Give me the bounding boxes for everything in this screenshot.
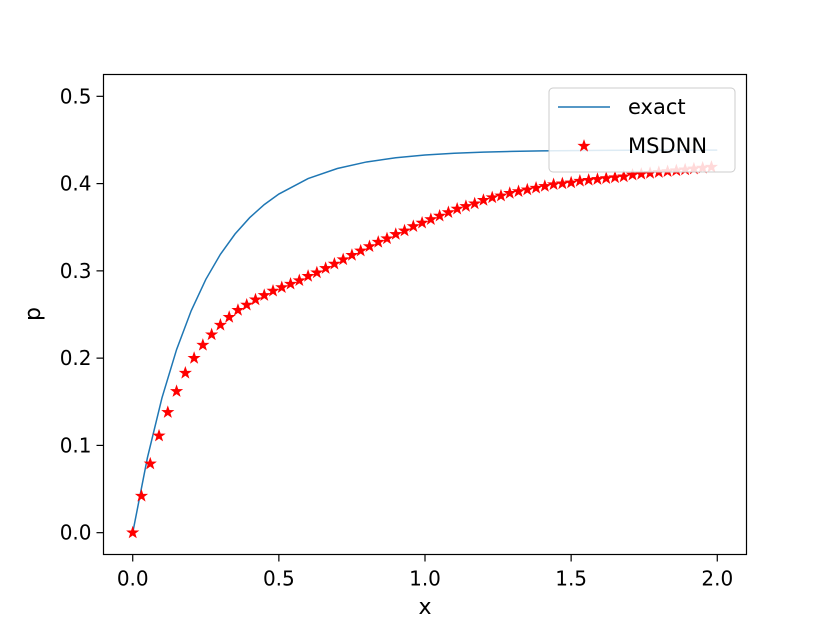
msdnn-point <box>538 179 552 192</box>
msdnn-point <box>424 212 438 225</box>
msdnn-point <box>213 318 227 331</box>
msdnn-point <box>468 196 482 210</box>
msdnn-point <box>222 310 236 323</box>
msdnn-point <box>590 172 605 185</box>
legend-label-msdnn: MSDNN <box>628 134 707 158</box>
legend: exact MSDNN <box>548 87 736 173</box>
msdnn-point <box>441 205 455 218</box>
msdnn-point <box>380 231 394 245</box>
msdnn-point <box>406 219 420 232</box>
msdnn-point <box>248 292 263 306</box>
msdnn-point <box>319 261 333 274</box>
msdnn-point <box>485 190 499 204</box>
msdnn-point <box>152 428 166 442</box>
msdnn-point <box>599 171 613 184</box>
msdnn-point <box>169 384 184 397</box>
msdnn-point <box>187 351 201 364</box>
msdnn-point <box>503 186 517 199</box>
x-tick-label: 1.0 <box>409 567 441 591</box>
msdnn-point <box>310 265 324 279</box>
legend-marker-msdnn <box>577 139 591 152</box>
msdnn-point <box>196 338 210 351</box>
msdnn-point <box>529 181 543 194</box>
y-tick-label: 0.4 <box>60 172 92 196</box>
msdnn-point <box>327 256 341 270</box>
msdnn-point <box>345 248 359 261</box>
msdnn-point <box>266 284 280 297</box>
msdnn-point <box>582 173 596 186</box>
msdnn-point <box>292 273 306 287</box>
msdnn-point <box>257 288 271 301</box>
x-tick-label: 1.5 <box>555 567 587 591</box>
msdnn-point <box>354 243 368 257</box>
y-tick-label: 0.3 <box>60 259 92 283</box>
x-tick-label: 0.5 <box>263 567 295 591</box>
msdnn-point <box>433 208 447 222</box>
msdnn-point <box>371 235 385 248</box>
legend-star <box>577 139 591 152</box>
msdnn-point <box>283 277 298 290</box>
y-tick-label: 0.5 <box>60 84 92 108</box>
msdnn-point <box>547 177 561 191</box>
msdnn-point <box>476 193 491 206</box>
msdnn-point <box>231 303 245 316</box>
x-axis-label: x <box>418 595 431 620</box>
y-tick-label: 0.0 <box>60 521 92 545</box>
msdnn-point <box>494 188 508 202</box>
y-tick-label: 0.1 <box>60 433 92 457</box>
msdnn-point <box>450 201 464 215</box>
msdnn-point <box>134 489 149 502</box>
msdnn-point <box>617 169 631 183</box>
msdnn-point <box>608 170 622 184</box>
legend-label-exact: exact <box>628 95 686 119</box>
series-line-exact <box>131 149 718 533</box>
x-tick-label: 2.0 <box>701 567 733 591</box>
msdnn-point <box>397 223 412 237</box>
msdnn-point <box>336 252 350 266</box>
msdnn-point <box>459 199 473 212</box>
msdnn-point <box>205 327 219 341</box>
x-tick-label: 0.0 <box>117 567 149 591</box>
msdnn-point <box>555 176 569 190</box>
msdnn-point <box>178 366 192 379</box>
msdnn-point <box>389 227 403 240</box>
msdnn-point <box>511 184 526 198</box>
msdnn-point <box>362 239 377 253</box>
msdnn-point <box>240 297 254 311</box>
msdnn-point <box>573 174 587 187</box>
msdnn-point <box>415 215 429 229</box>
y-axis-label: p <box>21 307 46 321</box>
msdnn-point <box>564 175 578 189</box>
msdnn-point <box>275 280 289 294</box>
y-tick-label: 0.2 <box>60 346 92 370</box>
legend-box <box>548 87 736 173</box>
msdnn-point <box>126 525 140 539</box>
msdnn-point <box>143 456 157 470</box>
ticks-layer: 0.0 0.5 1.0 1.5 2.0 0.0 0.1 0.2 0.3 0.4 0.5 <box>60 84 733 590</box>
plot-layer <box>126 149 718 539</box>
msdnn-point <box>161 405 175 418</box>
msdnn-point <box>520 182 534 196</box>
msdnn-point <box>301 269 315 282</box>
